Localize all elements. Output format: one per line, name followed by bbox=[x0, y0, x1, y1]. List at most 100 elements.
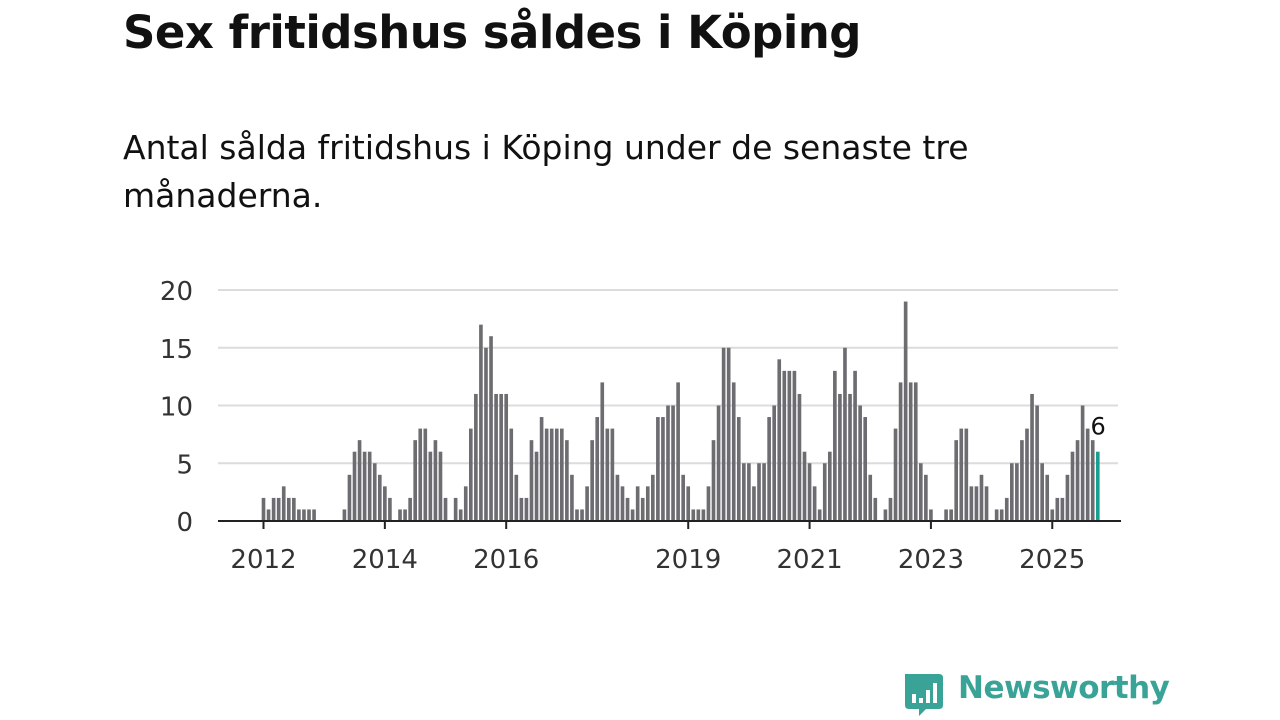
bar bbox=[984, 486, 989, 521]
bar bbox=[529, 440, 534, 521]
bar bbox=[873, 497, 878, 521]
y-tick-label: 5 bbox=[176, 450, 193, 480]
bar bbox=[271, 497, 276, 521]
bar bbox=[352, 451, 357, 521]
bar bbox=[721, 347, 726, 521]
bar bbox=[777, 359, 782, 521]
bar bbox=[944, 509, 948, 521]
bar bbox=[701, 509, 706, 521]
highlight-value-label: 6 bbox=[1090, 413, 1105, 441]
bar bbox=[281, 486, 286, 521]
bar bbox=[974, 486, 979, 521]
bar bbox=[661, 417, 665, 521]
bar bbox=[1055, 497, 1060, 521]
x-tick-label: 2025 bbox=[1019, 545, 1085, 575]
x-tick-label: 2019 bbox=[655, 545, 721, 575]
bar bbox=[565, 440, 569, 521]
bar bbox=[949, 509, 953, 521]
bar bbox=[954, 440, 959, 521]
bar bbox=[711, 440, 716, 521]
bar bbox=[898, 382, 903, 521]
bar bbox=[635, 486, 640, 521]
chart-annotations: 6 bbox=[1088, 410, 1108, 443]
bar bbox=[1015, 463, 1019, 521]
bar bbox=[716, 405, 721, 521]
bar bbox=[347, 474, 352, 521]
bar bbox=[418, 428, 423, 521]
newsworthy-logo: Newsworthy bbox=[902, 670, 1170, 718]
bar bbox=[372, 463, 377, 521]
bar bbox=[681, 474, 685, 521]
bar bbox=[261, 497, 266, 521]
bar bbox=[1080, 405, 1085, 521]
bar bbox=[838, 393, 842, 521]
bar bbox=[484, 347, 488, 521]
bar bbox=[377, 474, 382, 521]
bar bbox=[504, 393, 509, 521]
bar bbox=[1085, 428, 1090, 521]
bar bbox=[453, 497, 458, 521]
bar bbox=[610, 428, 615, 521]
x-tick-label: 2021 bbox=[776, 545, 842, 575]
bar bbox=[519, 497, 524, 521]
bar bbox=[868, 474, 873, 521]
chart-subtitle: Antal sålda fritidshus i Köping under de… bbox=[123, 128, 969, 215]
bar bbox=[757, 463, 761, 521]
bar bbox=[549, 428, 554, 521]
bar bbox=[605, 428, 610, 521]
bar-chart-speech-bubble-icon bbox=[905, 674, 943, 716]
bar bbox=[514, 474, 519, 521]
bar bbox=[499, 393, 503, 521]
bar bbox=[1060, 497, 1065, 521]
x-axis: 2012 2014 2016 2019 2021 2023 2025 bbox=[218, 520, 1121, 575]
x-tick-label: 2023 bbox=[898, 545, 964, 575]
bar bbox=[964, 428, 969, 521]
bar bbox=[797, 393, 802, 521]
bar bbox=[999, 509, 1004, 521]
bar bbox=[342, 509, 347, 521]
y-tick-label: 0 bbox=[176, 508, 193, 538]
bar bbox=[413, 440, 418, 521]
bar bbox=[929, 509, 933, 521]
bar bbox=[827, 451, 832, 521]
bar bbox=[266, 509, 271, 521]
bar bbox=[863, 417, 868, 521]
bar bbox=[656, 417, 660, 521]
bar bbox=[671, 405, 675, 521]
bar bbox=[357, 440, 362, 521]
bar bbox=[858, 405, 862, 521]
bar bbox=[534, 451, 539, 521]
bar bbox=[479, 324, 483, 521]
bar bbox=[468, 428, 473, 521]
bar bbox=[893, 428, 898, 521]
bar bbox=[807, 463, 812, 521]
bar bbox=[544, 428, 549, 521]
bar bbox=[1070, 451, 1075, 521]
bar bbox=[1065, 474, 1070, 521]
bar bbox=[924, 474, 928, 521]
bar bbox=[979, 474, 984, 521]
bar bbox=[595, 417, 600, 521]
bar bbox=[706, 486, 711, 521]
bar bbox=[696, 509, 701, 521]
brand-name: Newsworthy bbox=[958, 670, 1170, 706]
bar bbox=[908, 382, 913, 521]
bar bbox=[666, 405, 670, 521]
bar bbox=[1040, 463, 1044, 521]
bar bbox=[767, 417, 771, 521]
bar bbox=[1025, 428, 1029, 521]
bar bbox=[903, 301, 908, 521]
bar bbox=[833, 370, 837, 521]
bar bbox=[1050, 509, 1055, 521]
bar bbox=[489, 336, 493, 521]
bar bbox=[913, 382, 918, 521]
bar bbox=[817, 509, 822, 521]
bar bbox=[994, 509, 999, 521]
bar bbox=[403, 509, 407, 521]
bar-chart: 0 5 10 15 20 2012 2014 2016 2019 2021 2023 2025 6 bbox=[160, 277, 1121, 575]
bar bbox=[458, 509, 463, 521]
bar bbox=[772, 405, 776, 521]
bar bbox=[742, 463, 746, 521]
bar bbox=[575, 509, 579, 521]
bar bbox=[398, 509, 402, 521]
